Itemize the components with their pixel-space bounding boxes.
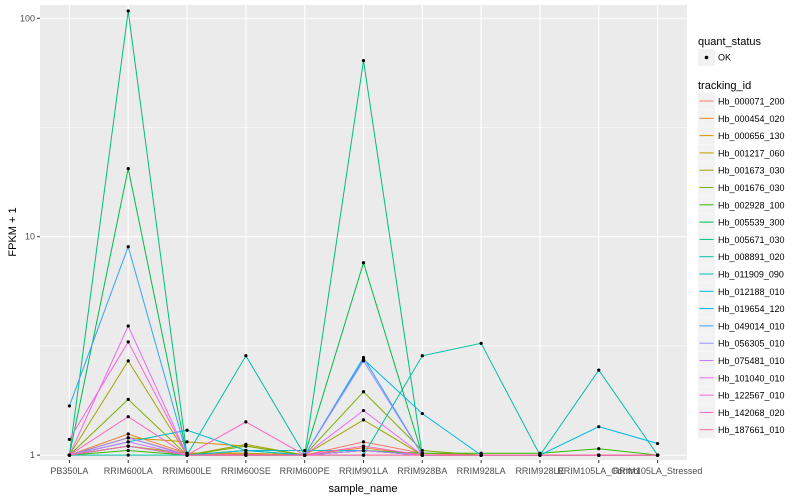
- data-point: [126, 436, 130, 440]
- legend: quant_status OK tracking_id Hb_000071_20…: [698, 36, 785, 439]
- legend-shape-title: quant_status: [698, 36, 761, 48]
- x-tick-label: RRIM600SE: [221, 466, 271, 476]
- x-tick-label: RRIM928BA: [397, 466, 447, 476]
- data-point: [597, 425, 601, 429]
- legend-point-key: [704, 55, 709, 60]
- x-axis-title: sample_name: [328, 483, 397, 495]
- data-point: [597, 453, 601, 457]
- data-point: [479, 341, 483, 345]
- x-tick-label: RRIM105LA_Stressed: [613, 466, 703, 476]
- legend-series-label: Hb_000071_200: [718, 97, 785, 107]
- data-point: [126, 415, 130, 419]
- data-point: [126, 397, 130, 401]
- data-point: [126, 166, 130, 171]
- y-tick-label: 100: [20, 13, 35, 23]
- data-point: [244, 453, 248, 457]
- data-point: [126, 359, 130, 363]
- data-point: [361, 408, 366, 413]
- y-tick-label: 1: [30, 450, 35, 460]
- data-point: [597, 368, 601, 372]
- legend-series-label: Hb_001217_060: [718, 148, 785, 158]
- data-point: [361, 444, 366, 448]
- data-point: [126, 324, 130, 328]
- legend-series-label: Hb_019654_120: [718, 304, 785, 314]
- data-point: [126, 245, 130, 249]
- y-tick-label: 10: [25, 232, 35, 242]
- data-point: [126, 432, 130, 436]
- legend-series-label: Hb_002928_100: [718, 200, 785, 210]
- y-axis: 1 10 100: [20, 13, 40, 460]
- data-point: [361, 453, 366, 457]
- legend-series-label: Hb_056305_010: [718, 339, 785, 349]
- x-tick-label: RRIM600LA: [104, 466, 153, 476]
- data-point: [361, 58, 366, 63]
- data-point: [303, 453, 307, 457]
- legend-color-entries: Hb_000071_200 Hb_000454_020 Hb_000656_130 H…: [698, 92, 785, 439]
- series-points: [67, 9, 660, 457]
- data-point: [420, 411, 424, 416]
- data-point: [126, 340, 130, 344]
- data-point: [420, 354, 424, 358]
- legend-series-label: Hb_000656_130: [718, 131, 785, 141]
- data-point: [361, 390, 366, 394]
- data-point: [361, 448, 366, 453]
- data-point: [67, 437, 72, 442]
- data-point: [126, 444, 130, 448]
- data-point: [655, 453, 660, 457]
- data-point: [361, 261, 366, 265]
- legend-shape-entries: OK: [698, 49, 731, 66]
- data-point: [185, 428, 189, 432]
- legend-series-label: Hb_000454_020: [718, 114, 785, 124]
- data-point: [303, 448, 307, 453]
- data-point: [361, 418, 366, 422]
- legend-series-label: Hb_049014_010: [718, 321, 785, 331]
- legend-shape-label: OK: [718, 53, 731, 63]
- data-point: [126, 448, 130, 453]
- data-point: [420, 448, 424, 453]
- data-point: [244, 444, 248, 448]
- legend-series-label: Hb_187661_010: [718, 425, 785, 435]
- legend-series-label: Hb_142068_020: [718, 408, 785, 418]
- x-axis: PB350LA RRIM600LA RRIM600LE RRIM600SE RRIM60…: [50, 460, 702, 476]
- data-point: [126, 9, 130, 13]
- data-point: [361, 359, 366, 363]
- data-point: [361, 355, 366, 360]
- data-point: [67, 404, 72, 408]
- legend-series-label: Hb_001676_030: [718, 183, 785, 193]
- data-point: [361, 440, 366, 444]
- legend-series-label: Hb_011909_090: [718, 270, 784, 280]
- data-point: [67, 453, 72, 457]
- legend-series-label: Hb_008891_020: [718, 252, 785, 262]
- x-tick-label: RRIM928LA: [457, 466, 506, 476]
- data-point: [244, 448, 248, 453]
- legend-series-label: Hb_005671_030: [718, 235, 785, 245]
- legend-series-label: Hb_075481_010: [718, 356, 785, 366]
- data-point: [244, 354, 248, 358]
- y-axis-title: FPKM + 1: [7, 207, 19, 256]
- x-tick-label: RRIM600PE: [280, 466, 330, 476]
- x-tick-label: RRIM901LA: [339, 466, 388, 476]
- data-point: [479, 453, 483, 457]
- data-point: [420, 453, 424, 457]
- x-tick-label: RRIM600LE: [163, 466, 212, 476]
- x-tick-label: RRIM928LE: [515, 466, 564, 476]
- legend-series-label: Hb_001673_030: [718, 166, 785, 176]
- data-point: [185, 440, 189, 444]
- data-point: [126, 440, 130, 444]
- x-tick-label: RRIM105LA_Control: [557, 466, 640, 476]
- data-point: [538, 453, 542, 457]
- data-point: [244, 420, 248, 424]
- legend-color-title: tracking_id: [698, 80, 751, 92]
- data-point: [655, 441, 660, 446]
- legend-series-label: Hb_005539_300: [718, 218, 785, 228]
- x-tick-label: PB350LA: [50, 466, 88, 476]
- legend-series-label: Hb_122567_010: [718, 391, 785, 401]
- data-point: [126, 453, 130, 457]
- legend-series-label: Hb_101040_010: [718, 373, 785, 383]
- data-point: [597, 447, 601, 451]
- legend-series-label: Hb_012188_010: [718, 287, 785, 297]
- data-point: [185, 453, 189, 457]
